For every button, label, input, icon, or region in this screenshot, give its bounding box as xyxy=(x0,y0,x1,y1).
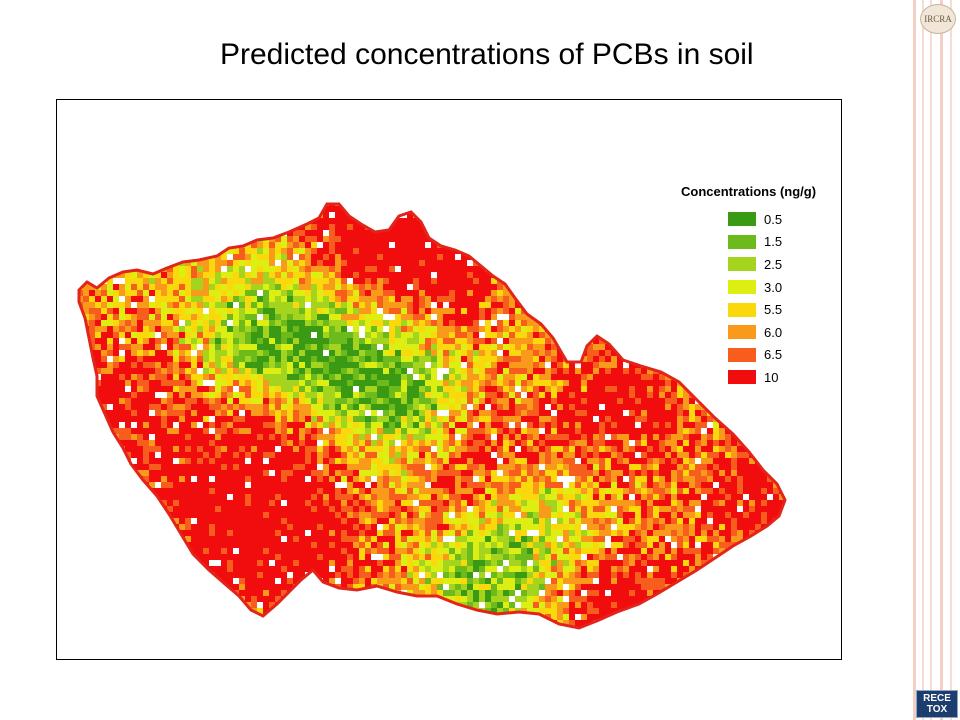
legend-item: 1.5 xyxy=(728,231,841,254)
legend-item: 6.5 xyxy=(728,344,841,367)
institute-logo-text: IRCRA xyxy=(924,14,952,24)
map-frame: Concentrations (ng/g) 0.5 1.5 2.5 3.0 5.5 6.0… xyxy=(56,99,842,660)
recetox-logo-line1: RECE xyxy=(923,693,951,704)
institute-logo: IRCRA xyxy=(920,4,956,34)
legend-label: 6.5 xyxy=(764,347,783,363)
legend-item: 10 xyxy=(728,366,841,389)
legend-list: 0.5 1.5 2.5 3.0 5.5 6.0 6.5 10 xyxy=(728,208,841,389)
legend-item: 5.5 xyxy=(728,298,841,321)
legend-label: 6.0 xyxy=(764,324,783,340)
decorative-stripe xyxy=(922,0,924,720)
recetox-logo: RECE TOX xyxy=(916,690,958,718)
decorative-stripe xyxy=(930,0,932,720)
legend-item: 0.5 xyxy=(728,208,841,231)
legend-label: 1.5 xyxy=(764,234,783,250)
legend-label: 2.5 xyxy=(764,256,783,272)
legend-label: 0.5 xyxy=(764,211,783,227)
legend-item: 2.5 xyxy=(728,253,841,276)
legend-title: Concentrations (ng/g) xyxy=(681,184,817,199)
decorative-stripe xyxy=(950,0,952,720)
legend-label: 3.0 xyxy=(764,279,783,295)
legend: Concentrations (ng/g) 0.5 1.5 2.5 3.0 5.5 6.0… xyxy=(681,184,841,389)
legend-swatch xyxy=(728,302,756,317)
decorative-stripe xyxy=(913,0,916,720)
legend-item: 6.0 xyxy=(728,321,841,344)
legend-swatch xyxy=(728,370,756,385)
slide-title: Predicted concentrations of PCBs in soil xyxy=(220,38,754,71)
legend-swatch xyxy=(728,280,756,295)
legend-swatch xyxy=(728,325,756,340)
legend-swatch xyxy=(728,257,756,272)
legend-label: 10 xyxy=(764,369,779,385)
legend-label: 5.5 xyxy=(764,302,783,318)
legend-item: 3.0 xyxy=(728,276,841,299)
legend-swatch xyxy=(728,347,756,362)
decorative-stripe xyxy=(940,0,943,720)
legend-swatch xyxy=(728,212,756,227)
legend-swatch xyxy=(728,234,756,249)
recetox-logo-line2: TOX xyxy=(926,704,948,715)
pcb-concentration-map xyxy=(77,202,787,630)
